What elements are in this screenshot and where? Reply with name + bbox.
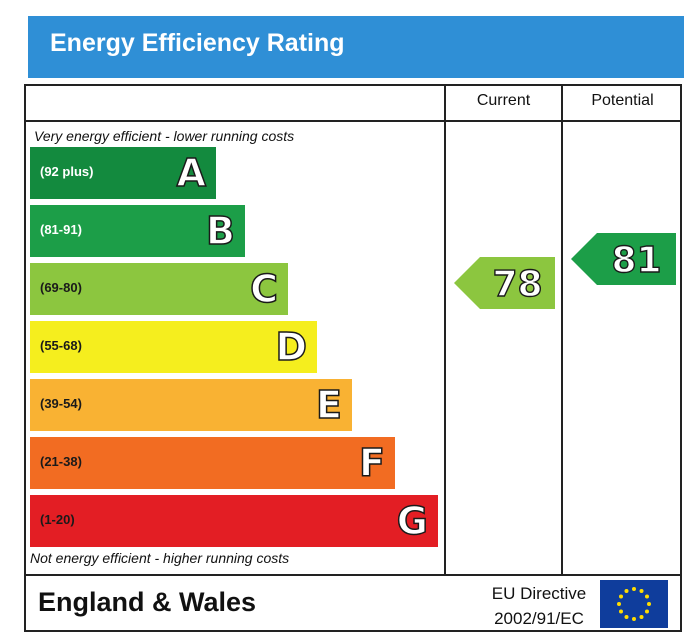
eu-star	[619, 594, 624, 599]
rating-frame	[24, 84, 682, 632]
band-range-label: (1-20)	[40, 512, 75, 527]
bottom-caption: Not energy efficient - higher running co…	[30, 550, 290, 566]
band-range-label: (69-80)	[40, 280, 82, 295]
band-letter: A	[176, 150, 207, 196]
band-letter: G	[396, 498, 429, 544]
eu-star	[617, 602, 621, 606]
band-range-label: (21-38)	[40, 454, 82, 469]
eu-star	[624, 614, 629, 619]
eu-star	[624, 589, 629, 594]
directive-line-2: 2002/91/EC	[494, 609, 584, 628]
eu-stars-icon	[617, 587, 651, 621]
column-header-current: Current	[476, 92, 531, 109]
band-g: (1-20) G	[30, 495, 438, 547]
column-header-potential: Potential	[591, 92, 654, 109]
band-e: (39-54) E	[30, 379, 352, 431]
chart-title: Energy Efficiency Rating	[50, 29, 345, 57]
eu-star	[632, 587, 636, 591]
band-letter: C	[249, 266, 278, 312]
band-range-label: (55-68)	[40, 338, 82, 353]
directive-line-1: EU Directive	[491, 584, 587, 603]
band-a: (92 plus) A	[30, 147, 216, 199]
eu-directive-label: EU Directive 2002/91/EC	[478, 581, 600, 631]
region-label: England & Wales	[38, 587, 257, 617]
title-bar: Energy Efficiency Rating	[28, 16, 684, 78]
band-f: (21-38) F	[30, 437, 395, 489]
footer-divider	[24, 574, 682, 576]
eu-star	[639, 589, 644, 594]
eu-star	[632, 617, 636, 621]
eu-star	[644, 609, 649, 614]
band-b: (81-91) B	[30, 205, 245, 257]
column-divider-2	[561, 84, 563, 576]
band-c: (69-80) C	[30, 263, 288, 315]
band-letter: D	[275, 324, 308, 370]
band-range-label: (39-54)	[40, 396, 82, 411]
band-letter: E	[315, 382, 342, 428]
eu-star	[644, 594, 649, 599]
band-range-label: (81-91)	[40, 222, 82, 237]
band-d: (55-68) D	[30, 321, 317, 373]
eu-star	[639, 614, 644, 619]
band-letter: F	[358, 440, 385, 486]
eu-flag-icon	[600, 580, 668, 628]
eu-star	[619, 609, 624, 614]
top-caption: Very energy efficient - lower running co…	[34, 128, 295, 144]
band-range-label: (92 plus)	[40, 164, 94, 179]
eu-star	[647, 602, 651, 606]
header-divider	[24, 120, 682, 122]
band-letter: B	[205, 208, 235, 254]
column-divider-1	[444, 84, 446, 576]
